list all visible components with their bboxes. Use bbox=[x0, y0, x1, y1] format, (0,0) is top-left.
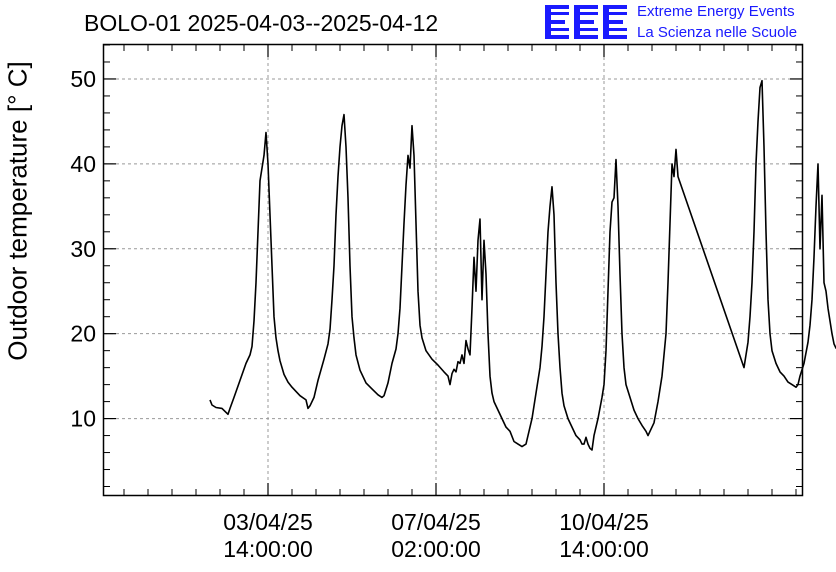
y-tick-label: 40 bbox=[70, 151, 96, 177]
y-tick-label: 50 bbox=[70, 66, 96, 92]
logo-text-line2: La Scienza nelle Scuole bbox=[637, 24, 798, 41]
chart-title: BOLO-01 2025-04-03--2025-04-12 bbox=[84, 10, 439, 36]
axis-ticks bbox=[104, 44, 802, 495]
tick-labels: 102030405003/04/2514:00:0007/04/2502:00:… bbox=[70, 66, 648, 562]
plot-frame bbox=[102, 43, 804, 497]
x-tick-label-date: 07/04/25 bbox=[391, 509, 481, 535]
y-tick-label: 30 bbox=[70, 236, 96, 262]
grid-lines bbox=[104, 45, 802, 495]
x-tick-label-time: 14:00:00 bbox=[223, 536, 313, 562]
y-tick-label: 20 bbox=[70, 321, 96, 347]
y-tick-label: 10 bbox=[70, 406, 96, 432]
x-tick-label-date: 03/04/25 bbox=[223, 509, 313, 535]
temperature-line bbox=[209, 79, 836, 451]
x-tick-label-time: 14:00:00 bbox=[559, 536, 649, 562]
y-axis-label: Outdoor temperature [° C] bbox=[2, 61, 33, 361]
logo-text-line1: Extreme Energy Events bbox=[637, 3, 795, 20]
temperature-series bbox=[209, 79, 836, 451]
x-tick-label-time: 02:00:00 bbox=[391, 536, 481, 562]
x-tick-label-date: 10/04/25 bbox=[559, 509, 649, 535]
eee-logo-icon bbox=[545, 5, 627, 39]
